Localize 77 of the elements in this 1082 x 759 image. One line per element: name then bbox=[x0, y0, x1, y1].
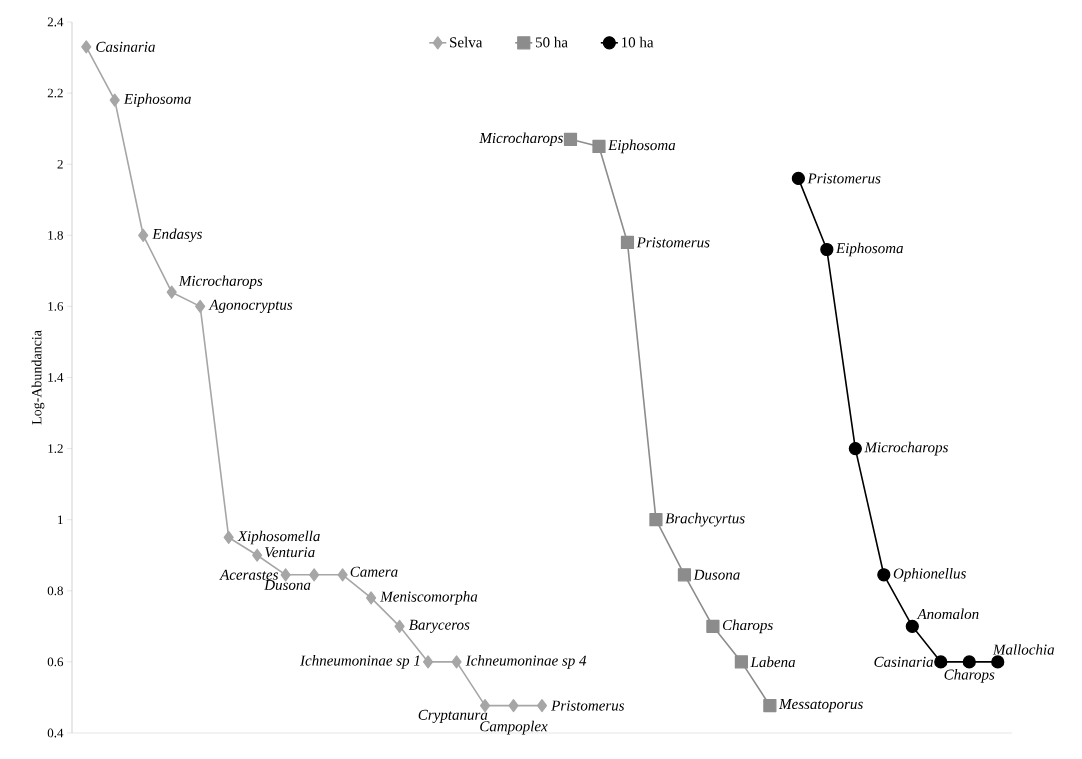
point bbox=[649, 513, 663, 527]
legend-label: 50 ha bbox=[535, 36, 568, 48]
y-axis-title: Log-Abundancia bbox=[31, 330, 45, 425]
y-tick-label: 1 bbox=[58, 515, 63, 524]
legend-label: Selva bbox=[450, 36, 483, 48]
data-label: Microcharops bbox=[479, 132, 563, 147]
data-label: Ichneumoninae sp 1 bbox=[300, 655, 420, 669]
y-tick-label: 1.6 bbox=[48, 301, 64, 311]
data-label: Dusona bbox=[264, 579, 311, 590]
data-label: Messatoporus bbox=[778, 699, 863, 713]
legend-label: 10 ha bbox=[621, 36, 654, 48]
point bbox=[934, 655, 948, 669]
data-label: Endasys bbox=[152, 228, 202, 243]
data-label: Microcharops bbox=[864, 441, 948, 456]
y-tick-label: 2 bbox=[57, 159, 63, 169]
y-tick-label: 0.6 bbox=[47, 657, 64, 667]
data-label: Venturia bbox=[265, 547, 315, 558]
data-label: Microcharops bbox=[178, 275, 263, 289]
data-label: Pristomerus bbox=[551, 700, 625, 711]
y-tick-label: 0.8 bbox=[47, 586, 63, 596]
point bbox=[309, 568, 320, 582]
y-tick-label: 1.8 bbox=[48, 230, 63, 240]
data-label: Charops bbox=[944, 669, 995, 683]
data-label: Casinaria bbox=[96, 41, 155, 52]
data-label: Casinaria bbox=[874, 656, 934, 667]
y-tick-label: 0.4 bbox=[47, 728, 64, 738]
data-label: Eiphosoma bbox=[123, 93, 191, 107]
point bbox=[706, 619, 720, 633]
data-label: Pristomerus bbox=[636, 237, 710, 248]
data-label: Eiphosoma bbox=[835, 242, 903, 257]
data-label: Brachycyrtus bbox=[665, 512, 745, 527]
point bbox=[677, 568, 692, 582]
point bbox=[81, 40, 92, 54]
data-label: Charops bbox=[722, 619, 773, 634]
data-label: Ophionellus bbox=[893, 568, 966, 582]
data-label: Anomalon bbox=[916, 608, 979, 620]
point bbox=[905, 619, 919, 633]
point bbox=[508, 699, 519, 713]
point bbox=[592, 139, 606, 154]
point bbox=[223, 530, 234, 545]
point bbox=[848, 441, 862, 456]
point bbox=[109, 93, 120, 107]
point bbox=[763, 699, 777, 713]
point bbox=[394, 619, 405, 633]
point bbox=[252, 548, 263, 562]
point bbox=[422, 655, 434, 669]
data-label: Labena bbox=[750, 656, 796, 668]
point bbox=[877, 568, 891, 582]
data-label: Baryceros bbox=[408, 619, 470, 633]
y-tick-label: 1.4 bbox=[48, 373, 64, 382]
point bbox=[536, 699, 548, 713]
point bbox=[195, 299, 206, 313]
point bbox=[962, 655, 976, 669]
point bbox=[337, 568, 348, 582]
point bbox=[820, 242, 834, 257]
data-label: Meniscomorpha bbox=[380, 591, 478, 605]
data-label: Eiphosoma bbox=[608, 139, 676, 154]
data-label: Ichneumoninae sp 4 bbox=[465, 655, 587, 669]
point bbox=[451, 655, 462, 669]
point bbox=[991, 655, 1005, 669]
point bbox=[563, 132, 578, 146]
data-label: Mallochia bbox=[992, 644, 1055, 655]
point bbox=[791, 171, 805, 186]
y-tick-label: 2.2 bbox=[47, 88, 63, 98]
point bbox=[138, 228, 149, 242]
point bbox=[620, 235, 635, 249]
data-label: Camera bbox=[350, 566, 398, 577]
data-label: Xiphosomella bbox=[237, 530, 320, 545]
y-tick-label: 1.2 bbox=[48, 444, 63, 453]
point bbox=[365, 591, 377, 605]
data-label: Dusona bbox=[693, 569, 740, 580]
y-tick-label: 2.4 bbox=[47, 17, 64, 27]
data-label: Pristomerus bbox=[807, 173, 881, 184]
data-label: Acerastes bbox=[219, 569, 278, 580]
point bbox=[166, 285, 177, 299]
point bbox=[734, 655, 748, 669]
data-label: Agonocryptus bbox=[208, 299, 293, 313]
